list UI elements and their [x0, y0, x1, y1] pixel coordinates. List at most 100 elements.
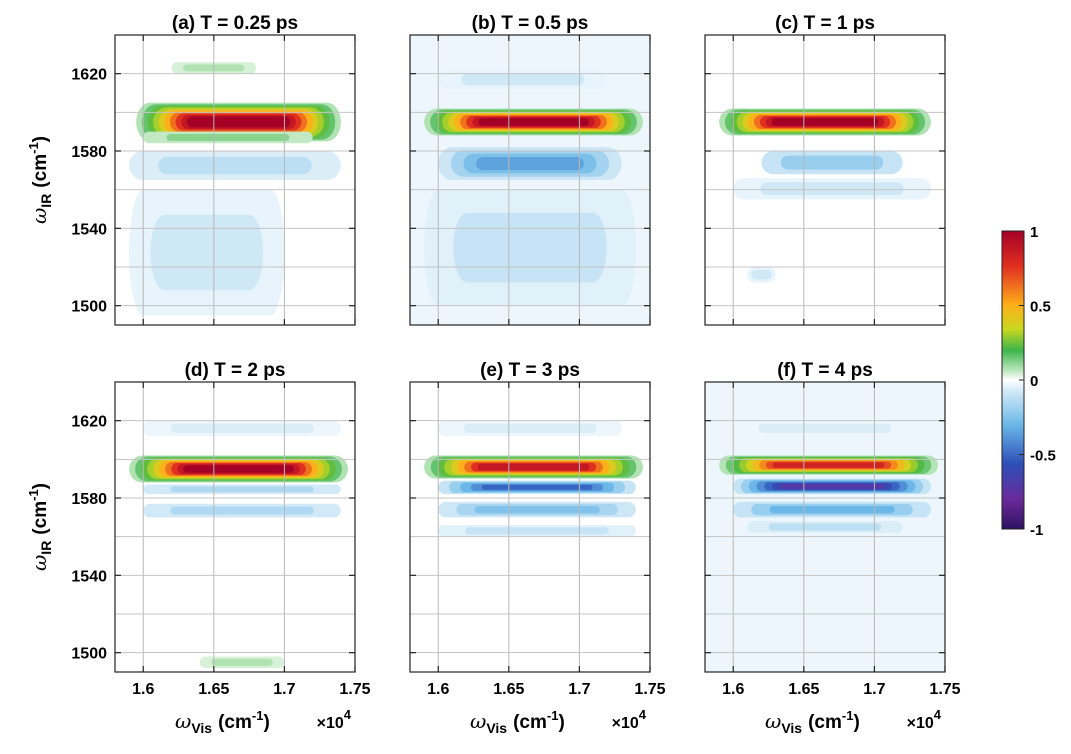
contour-feature: [733, 420, 917, 437]
panel-c: [704, 34, 946, 326]
contour-feature: [424, 189, 636, 306]
contour-feature: [136, 102, 341, 142]
y-tick-label: 1500: [71, 299, 107, 316]
contour-feature: [719, 108, 931, 136]
contour-level: [158, 156, 312, 175]
contour-level: [170, 423, 314, 434]
x-multiplier-base: ×10: [317, 715, 344, 732]
y-tick-label: 1580: [71, 491, 107, 508]
contour-feature: [199, 656, 285, 669]
x-axis-subscript: Vis: [781, 720, 802, 736]
x-tick-label: 1.75: [929, 681, 960, 698]
colorbar-tick-label: 0: [1030, 373, 1038, 390]
x-axis-label: ωVis (cm-1): [470, 708, 565, 736]
x-axis-subscript: Vis: [486, 720, 507, 736]
x-multiplier-exp: 4: [934, 707, 942, 722]
x-axis-label: ωVis (cm-1): [175, 708, 270, 736]
x-multiplier-exp: 4: [639, 707, 647, 722]
x-axis-symbol: ω: [175, 709, 191, 733]
x-axis-unit: (cm: [808, 712, 842, 733]
contour-feature: [438, 69, 608, 90]
y-axis-label: ωIR (cm-1): [26, 483, 54, 571]
contour-level: [461, 73, 585, 86]
contour-level: [476, 156, 584, 171]
y-axis-symbol: ω: [27, 208, 51, 224]
x-axis-close: ): [558, 712, 564, 733]
panel-b: [409, 34, 651, 326]
panel-frame: [114, 34, 356, 326]
x-tick-label: 1.7: [568, 681, 590, 698]
colorbar-tick-label: 0.5: [1030, 299, 1051, 316]
x-multiplier-base: ×10: [907, 715, 934, 732]
panel-title: (a) T = 0.25 ps: [172, 13, 298, 34]
contour-feature: [733, 501, 931, 518]
contour-level: [183, 465, 294, 473]
x-axis-subscript: Vis: [191, 720, 212, 736]
contour-level: [170, 486, 314, 493]
y-axis-label: ωIR (cm-1): [26, 136, 54, 224]
contour-level: [771, 118, 879, 126]
x-tick-label: 1.75: [634, 681, 665, 698]
y-tick-label: 1580: [71, 144, 107, 161]
y-axis-unit: (cm: [30, 501, 51, 535]
contour-level: [779, 483, 885, 489]
y-axis-exponent: -1: [26, 489, 41, 501]
contour-level: [453, 212, 607, 283]
x-multiplier: ×104: [317, 707, 352, 732]
contour-level: [751, 270, 772, 280]
panel-title: (b) T = 0.5 ps: [472, 13, 589, 34]
y-axis-unit: (cm: [30, 154, 51, 188]
x-tick-label: 1.7: [273, 681, 295, 698]
colorbar: 1 0.5 0 -0.5 -1: [1001, 224, 1056, 539]
contour-feature: [719, 455, 938, 475]
panel-frame: [114, 381, 356, 673]
panel-frame: [704, 381, 946, 673]
contour-feature: [143, 420, 341, 437]
panel-frame: [409, 34, 651, 326]
x-tick-label: 1.65: [788, 681, 819, 698]
contour-level: [780, 155, 884, 170]
panel-title: (e) T = 3 ps: [480, 360, 580, 381]
contour-level: [150, 214, 264, 291]
x-tick-label: 1.6: [132, 681, 154, 698]
x-tick-label: 1.6: [722, 681, 744, 698]
x-tick-label: 1.6: [427, 681, 449, 698]
y-axis-subscript: IR: [38, 194, 54, 208]
contour-level: [768, 523, 882, 531]
contour-level: [769, 505, 895, 514]
x-tick-label: 1.75: [339, 681, 370, 698]
x-multiplier-exp: 4: [344, 707, 352, 722]
x-multiplier: ×104: [907, 707, 942, 732]
contour-feature: [143, 503, 341, 518]
contour-level: [772, 462, 885, 468]
contour-feature: [143, 131, 313, 144]
contour-feature: [438, 147, 622, 180]
y-axis-subscript: IR: [38, 541, 54, 555]
panel-frame: [704, 34, 946, 326]
contour-feature: [424, 108, 643, 136]
contour-feature: [733, 478, 931, 495]
x-multiplier-base: ×10: [612, 715, 639, 732]
x-tick-label: 1.65: [493, 681, 524, 698]
contour-feature: [747, 267, 776, 283]
contour-level: [477, 463, 590, 471]
panel-e: [409, 381, 651, 673]
panel-title: (f) T = 4 ps: [777, 360, 873, 381]
y-tick-label: 1540: [71, 221, 107, 238]
y-axis-symbol: ω: [27, 555, 51, 571]
contour-level: [481, 484, 593, 490]
contour-level: [758, 423, 892, 434]
contour-feature: [438, 480, 636, 495]
contour-level: [170, 506, 314, 515]
x-axis-exponent: -1: [842, 708, 854, 723]
panel-f: [704, 381, 946, 673]
contour-feature: [129, 455, 348, 483]
y-tick-label: 1620: [71, 414, 107, 431]
contour-feature: [129, 189, 285, 316]
contour-feature: [143, 484, 341, 495]
colorbar-tick-label: -0.5: [1030, 448, 1056, 465]
contour-feature: [424, 455, 643, 479]
x-axis-label: ωVis (cm-1): [765, 708, 860, 736]
y-tick-label: 1540: [71, 568, 107, 585]
